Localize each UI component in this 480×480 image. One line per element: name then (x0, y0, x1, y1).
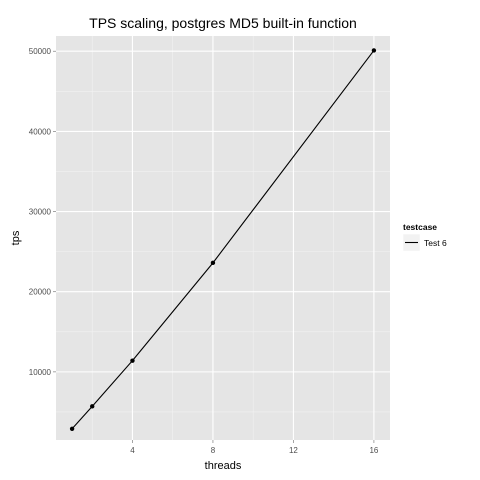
y-tick-label: 30000 (29, 208, 52, 217)
y-axis-label: tps (10, 230, 22, 245)
x-axis-label: threads (205, 460, 242, 472)
data-point (130, 358, 135, 363)
y-tick-label: 50000 (29, 47, 52, 56)
data-point (210, 260, 216, 266)
legend-items: Test 6 (402, 233, 447, 252)
data-point (69, 426, 75, 431)
x-tick-label: 8 (211, 446, 216, 455)
y-tick-label: 10000 (29, 368, 52, 377)
legend: testcase Test 6 (402, 222, 447, 252)
x-tick-label: 4 (130, 446, 135, 455)
legend-label: Test 6 (424, 238, 447, 248)
data-point (371, 48, 377, 53)
grid-major (56, 36, 390, 440)
y-tick-label: 40000 (29, 127, 52, 136)
legend-title: testcase (403, 222, 437, 232)
plot-panel (56, 36, 390, 440)
x-tick-label: 12 (289, 446, 298, 455)
y-tick-label: 20000 (29, 288, 52, 297)
x-axis: 4 8 12 16 (130, 440, 379, 455)
chart-title: TPS scaling, postgres MD5 built-in funct… (89, 15, 357, 31)
y-axis: 10000 20000 30000 40000 50000 (29, 47, 56, 377)
series-layer (69, 48, 377, 431)
x-tick-label: 16 (369, 446, 378, 455)
data-point (90, 404, 95, 409)
